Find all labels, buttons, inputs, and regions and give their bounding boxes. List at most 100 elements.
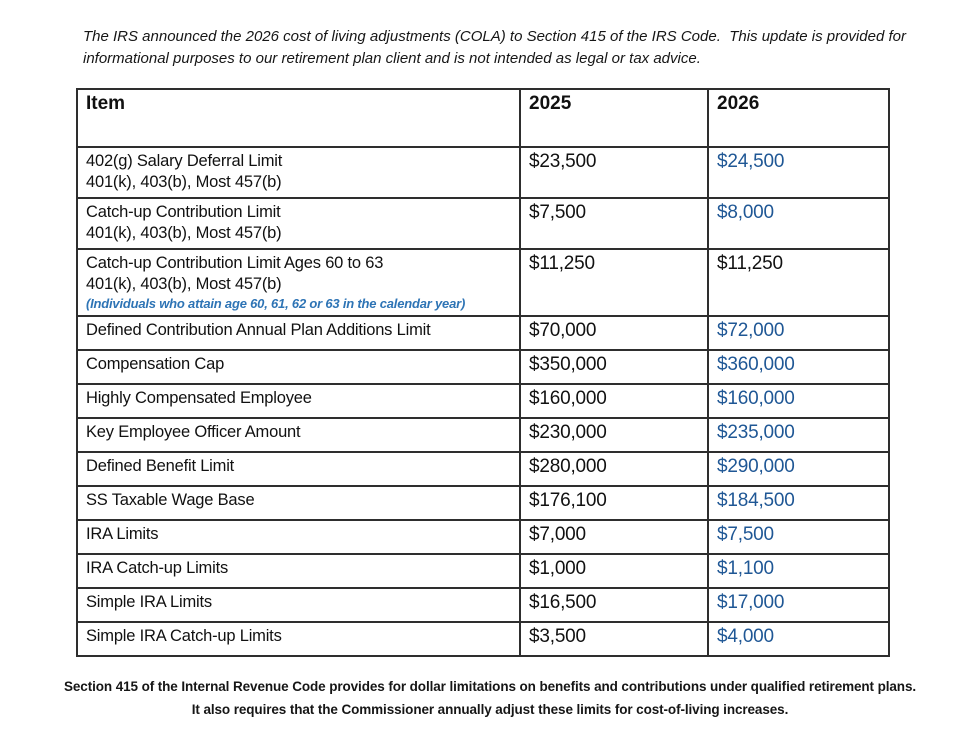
table-row: Catch-up Contribution Limit Ages 60 to 6…	[76, 248, 890, 317]
value-2025-cell: $16,500	[519, 587, 709, 623]
table-row: Defined Contribution Annual Plan Additio…	[76, 315, 890, 351]
value-2025-cell: $23,500	[519, 146, 709, 199]
value-2026-cell: $1,100	[707, 553, 890, 589]
item-label: SS Taxable Wage Base	[86, 491, 255, 509]
value-2026: $290,000	[717, 456, 795, 477]
value-2026-cell: $7,500	[707, 519, 890, 555]
cola-limits-table: Item 2025 2026 402(g) Salary Deferral Li…	[76, 88, 890, 657]
item-label: Defined Benefit Limit	[86, 457, 235, 475]
value-2025-cell: $176,100	[519, 485, 709, 521]
footer-note: Section 415 of the Internal Revenue Code…	[0, 676, 980, 722]
value-2026: $72,000	[717, 320, 785, 341]
table-row: Catch-up Contribution Limit 401(k), 403(…	[76, 197, 890, 250]
footer-line-1: Section 415 of the Internal Revenue Code…	[63, 679, 917, 694]
value-2025: $70,000	[529, 320, 597, 341]
item-cell: IRA Limits	[76, 519, 521, 555]
item-label: Simple IRA Limits	[86, 593, 212, 611]
value-2026-cell: $24,500	[707, 146, 890, 199]
column-header-item: Item	[76, 88, 521, 148]
item-label: Defined Contribution Annual Plan Additio…	[86, 321, 431, 339]
item-cell: Simple IRA Limits	[76, 587, 521, 623]
value-2025: $280,000	[529, 456, 607, 477]
value-2026: $8,000	[717, 202, 774, 223]
value-2026: $360,000	[717, 354, 795, 375]
value-2025: $7,000	[529, 524, 586, 545]
value-2025: $230,000	[529, 422, 607, 443]
value-2026: $24,500	[717, 151, 785, 172]
value-2025: $160,000	[529, 388, 607, 409]
column-header-2026: 2026	[707, 88, 890, 148]
footer-line-2: It also requires that the Commissioner a…	[191, 701, 789, 717]
value-2026-cell: $17,000	[707, 587, 890, 623]
item-cell: SS Taxable Wage Base	[76, 485, 521, 521]
table-row: Simple IRA Limits $16,500 $17,000	[76, 587, 890, 623]
value-2026-cell: $184,500	[707, 485, 890, 521]
item-cell: IRA Catch-up Limits	[76, 553, 521, 589]
value-2025: $16,500	[529, 592, 597, 613]
value-2026: $235,000	[717, 422, 795, 443]
table-header-row: Item 2025 2026	[76, 88, 890, 148]
item-label: IRA Catch-up Limits	[86, 559, 229, 577]
value-2026: $184,500	[717, 490, 795, 511]
table-row: 402(g) Salary Deferral Limit 401(k), 403…	[76, 146, 890, 199]
item-sublabel: 401(k), 403(b), Most 457(b)	[86, 223, 282, 242]
value-2025: $3,500	[529, 626, 586, 647]
value-2025: $350,000	[529, 354, 607, 375]
item-label: IRA Limits	[86, 525, 159, 543]
value-2025-cell: $3,500	[519, 621, 709, 657]
value-2026-cell: $72,000	[707, 315, 890, 351]
value-2026: $1,100	[717, 558, 774, 579]
value-2026-cell: $290,000	[707, 451, 890, 487]
value-2025: $11,250	[529, 253, 595, 274]
item-note: (Individuals who attain age 60, 61, 62 o…	[86, 295, 466, 311]
table-row: Highly Compensated Employee $160,000 $16…	[76, 383, 890, 419]
table-row: IRA Limits $7,000 $7,500	[76, 519, 890, 555]
value-2025-cell: $11,250	[519, 248, 709, 317]
value-2025: $1,000	[529, 558, 586, 579]
table-row: Compensation Cap $350,000 $360,000	[76, 349, 890, 385]
item-cell: Compensation Cap	[76, 349, 521, 385]
item-label: 402(g) Salary Deferral Limit	[86, 152, 283, 170]
value-2026: $17,000	[717, 592, 785, 613]
value-2026-cell: $360,000	[707, 349, 890, 385]
value-2025-cell: $160,000	[519, 383, 709, 419]
value-2025-cell: $1,000	[519, 553, 709, 589]
value-2025: $23,500	[529, 151, 597, 172]
item-cell: Simple IRA Catch-up Limits	[76, 621, 521, 657]
item-label: Highly Compensated Employee	[86, 389, 312, 407]
value-2026-cell: $235,000	[707, 417, 890, 453]
item-cell: Defined Contribution Annual Plan Additio…	[76, 315, 521, 351]
value-2026-cell: $11,250	[707, 248, 890, 317]
table-body: 402(g) Salary Deferral Limit 401(k), 403…	[76, 146, 890, 657]
item-cell: Key Employee Officer Amount	[76, 417, 521, 453]
value-2026-cell: $4,000	[707, 621, 890, 657]
value-2025: $7,500	[529, 202, 586, 223]
item-label: Catch-up Contribution Limit	[86, 203, 281, 221]
table-row: Defined Benefit Limit $280,000 $290,000	[76, 451, 890, 487]
table-row: Key Employee Officer Amount $230,000 $23…	[76, 417, 890, 453]
value-2026-cell: $160,000	[707, 383, 890, 419]
item-cell: Defined Benefit Limit	[76, 451, 521, 487]
table-row: Simple IRA Catch-up Limits $3,500 $4,000	[76, 621, 890, 657]
value-2025-cell: $7,000	[519, 519, 709, 555]
item-label: Catch-up Contribution Limit Ages 60 to 6…	[86, 254, 384, 272]
value-2025-cell: $280,000	[519, 451, 709, 487]
item-cell: Catch-up Contribution Limit 401(k), 403(…	[76, 197, 521, 250]
item-sublabel: 401(k), 403(b), Most 457(b)	[86, 172, 282, 191]
item-cell: 402(g) Salary Deferral Limit 401(k), 403…	[76, 146, 521, 199]
value-2026: $7,500	[717, 524, 774, 545]
item-label: Simple IRA Catch-up Limits	[86, 627, 282, 645]
value-2025-cell: $70,000	[519, 315, 709, 351]
intro-paragraph: The IRS announced the 2026 cost of livin…	[83, 28, 911, 68]
column-header-2025: 2025	[519, 88, 709, 148]
value-2025-cell: $7,500	[519, 197, 709, 250]
table-row: IRA Catch-up Limits $1,000 $1,100	[76, 553, 890, 589]
item-label: Compensation Cap	[86, 355, 225, 373]
value-2025: $176,100	[529, 490, 607, 511]
item-cell: Catch-up Contribution Limit Ages 60 to 6…	[76, 248, 521, 317]
item-label: Key Employee Officer Amount	[86, 423, 301, 441]
value-2026: $160,000	[717, 388, 795, 409]
value-2025-cell: $350,000	[519, 349, 709, 385]
item-cell: Highly Compensated Employee	[76, 383, 521, 419]
value-2026: $4,000	[717, 626, 774, 647]
